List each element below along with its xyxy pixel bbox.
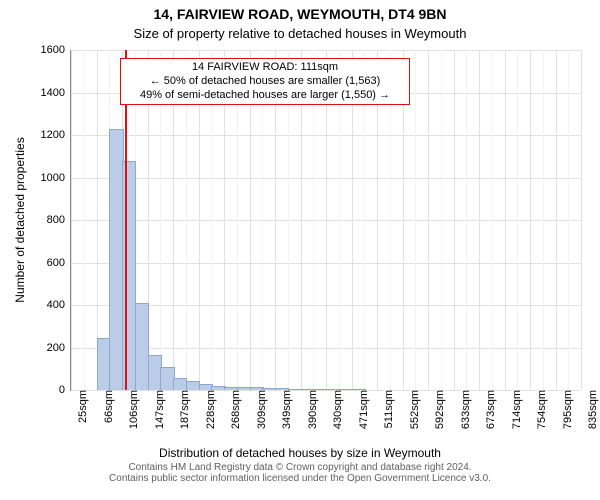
x-tick-label: 349sqm xyxy=(279,390,293,429)
footer: Contains HM Land Registry data © Crown c… xyxy=(0,462,600,484)
grid-v xyxy=(428,50,429,390)
x-tick-label: 633sqm xyxy=(458,390,472,429)
grid-v-minor xyxy=(415,50,416,390)
y-tick-label: 0 xyxy=(59,384,71,396)
x-tick-label: 106sqm xyxy=(126,390,140,429)
info-line-1: 14 FAIRVIEW ROAD: 111sqm xyxy=(125,61,405,75)
footer-line-2: Contains public sector information licen… xyxy=(0,473,600,484)
x-tick-label: 673sqm xyxy=(483,390,497,429)
x-tick-label: 511sqm xyxy=(381,390,395,428)
footer-line-1: Contains HM Land Registry data © Crown c… xyxy=(0,462,600,473)
grid-v-minor xyxy=(84,50,85,390)
chart-container: 14, FAIRVIEW ROAD, WEYMOUTH, DT4 9BN Siz… xyxy=(0,0,600,500)
grid-v xyxy=(556,50,557,390)
x-tick-label: 228sqm xyxy=(203,390,217,429)
y-tick-label: 1400 xyxy=(41,87,71,99)
y-tick-label: 1200 xyxy=(41,129,71,141)
info-line-3: 49% of semi-detached houses are larger (… xyxy=(125,89,405,103)
x-tick-label: 147sqm xyxy=(152,390,166,429)
y-axis-label: Number of detached properties xyxy=(13,50,27,390)
grid-h xyxy=(71,390,581,391)
grid-v xyxy=(581,50,582,390)
x-tick-label: 835sqm xyxy=(585,390,599,429)
x-tick-label: 309sqm xyxy=(254,390,268,429)
x-tick-label: 471sqm xyxy=(356,390,370,429)
x-tick-label: 430sqm xyxy=(330,390,344,429)
x-tick-label: 552sqm xyxy=(407,390,421,429)
grid-v-minor xyxy=(466,50,467,390)
info-box: 14 FAIRVIEW ROAD: 111sqm ← 50% of detach… xyxy=(120,58,410,105)
grid-v-minor xyxy=(441,50,442,390)
y-tick-label: 800 xyxy=(47,214,71,226)
x-tick-label: 390sqm xyxy=(305,390,319,429)
x-tick-label: 714sqm xyxy=(509,390,523,429)
x-tick-label: 754sqm xyxy=(534,390,548,429)
grid-v xyxy=(71,50,72,390)
x-tick-label: 795sqm xyxy=(560,390,574,429)
y-tick-label: 400 xyxy=(47,299,71,311)
grid-v xyxy=(530,50,531,390)
grid-v xyxy=(505,50,506,390)
histogram-bar xyxy=(352,389,366,390)
chart-title-1: 14, FAIRVIEW ROAD, WEYMOUTH, DT4 9BN xyxy=(0,6,600,22)
x-tick-label: 187sqm xyxy=(177,390,191,429)
chart-title-2: Size of property relative to detached ho… xyxy=(0,26,600,41)
info-line-2: ← 50% of detached houses are smaller (1,… xyxy=(125,75,405,89)
y-tick-label: 1600 xyxy=(41,44,71,56)
grid-v-minor xyxy=(543,50,544,390)
x-tick-label: 592sqm xyxy=(432,390,446,429)
grid-v xyxy=(454,50,455,390)
grid-v-minor xyxy=(568,50,569,390)
y-tick-label: 200 xyxy=(47,342,71,354)
x-axis-label: Distribution of detached houses by size … xyxy=(0,446,600,460)
x-tick-label: 66sqm xyxy=(101,390,115,423)
x-tick-label: 268sqm xyxy=(228,390,242,429)
grid-v xyxy=(479,50,480,390)
x-tick-label: 25sqm xyxy=(75,390,89,423)
y-tick-label: 1000 xyxy=(41,172,71,184)
grid-v-minor xyxy=(517,50,518,390)
grid-v-minor xyxy=(492,50,493,390)
y-tick-label: 600 xyxy=(47,257,71,269)
